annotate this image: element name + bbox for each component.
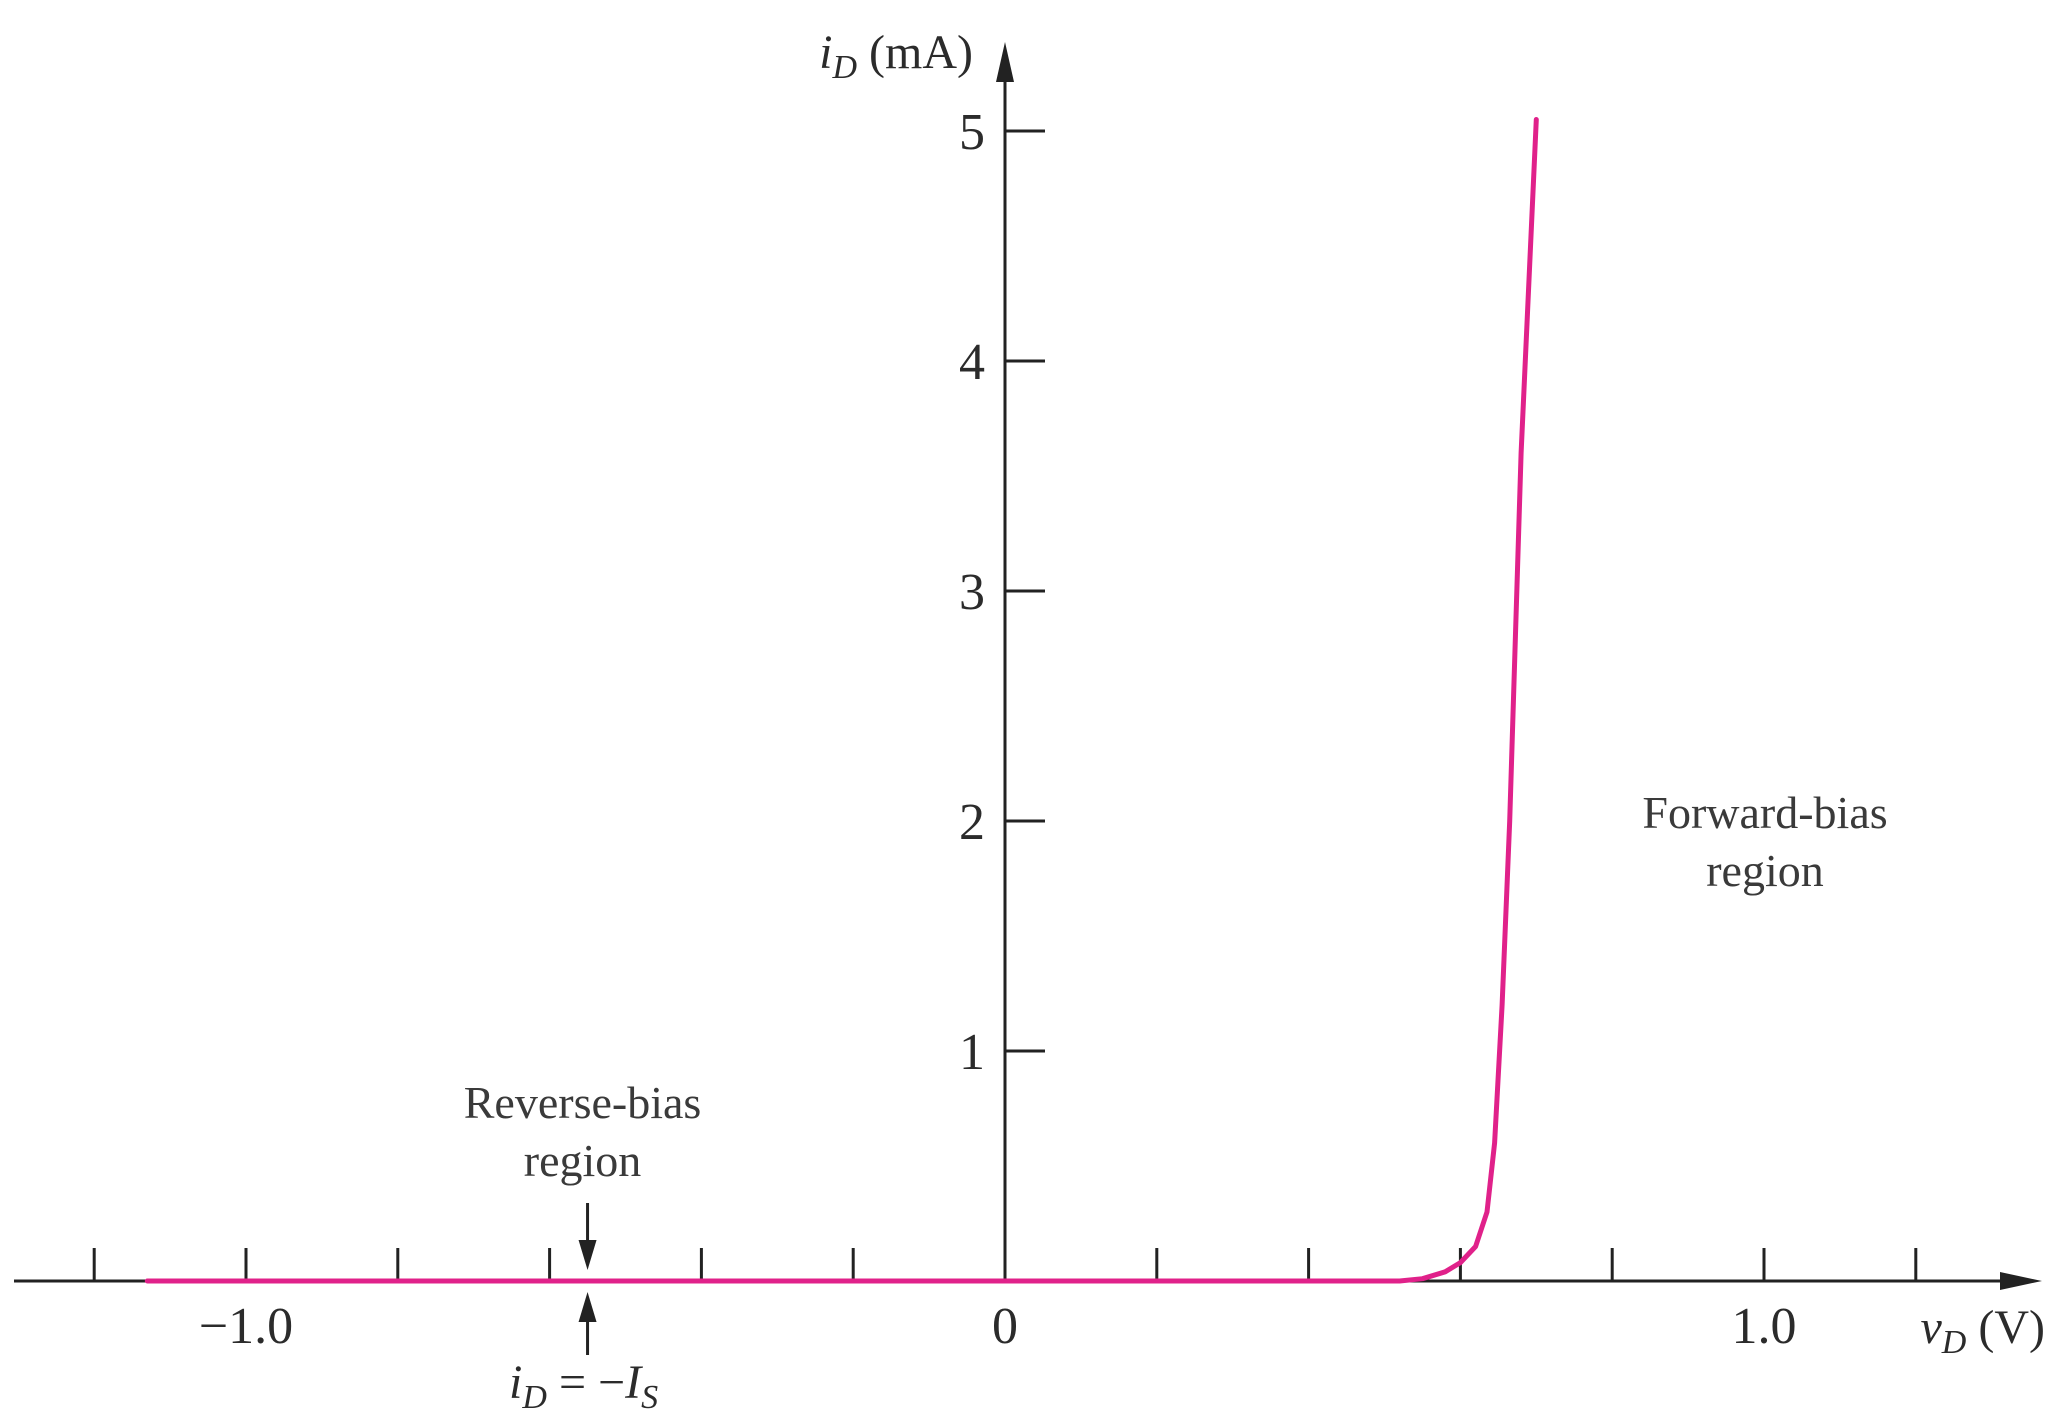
- x-tick-label-2: 1.0: [1732, 1298, 1797, 1355]
- x-tick-label-1: 0: [992, 1298, 1018, 1355]
- y-axis-label-unit: [857, 26, 869, 79]
- y-axis-label-symbol: i: [819, 26, 832, 79]
- y-tick-label-0: 1: [959, 1024, 985, 1081]
- down-arrow-icon: [578, 1240, 597, 1270]
- y-tick-labels: 1 2 3 4 5: [959, 104, 985, 1081]
- x-axis-label-symbol: v: [1920, 1301, 1942, 1354]
- up-arrow-icon: [578, 1292, 597, 1322]
- forward-bias-label-line2: region: [1706, 845, 1824, 896]
- y-tick-label-4: 5: [959, 104, 985, 161]
- forward-bias-annotation: Forward-bias region: [1642, 787, 1887, 896]
- x-axis-label: vD (V): [1920, 1301, 2045, 1361]
- x-axis-label-gap: [1966, 1301, 1978, 1354]
- sat-lhs-subscript: D: [521, 1379, 547, 1416]
- sat-lhs-symbol: i: [509, 1356, 522, 1409]
- y-tick-label-1: 2: [959, 794, 985, 851]
- sat-equals: = −: [547, 1356, 625, 1409]
- saturation-current-label: iD = −IS: [509, 1356, 658, 1416]
- axes: [14, 42, 2042, 1290]
- x-tick-labels: −1.0 0 1.0: [199, 1298, 1797, 1355]
- diode-curve: [144, 117, 1539, 1284]
- y-ticks: [1005, 129, 1045, 1053]
- y-tick-label-3: 4: [959, 334, 985, 391]
- forward-bias-label-line1: Forward-bias: [1642, 787, 1887, 838]
- x-ticks: [92, 1248, 1918, 1281]
- y-axis-label-subscript: D: [831, 49, 857, 86]
- y-axis-arrow: [996, 42, 1014, 82]
- x-axis-arrow: [2000, 1272, 2042, 1290]
- sat-rhs-symbol: I: [624, 1356, 643, 1409]
- y-axis-label-unit-text: (mA): [869, 26, 973, 79]
- x-tick-label-0: −1.0: [199, 1298, 293, 1355]
- reverse-bias-label-line1: Reverse-bias: [464, 1077, 702, 1128]
- reverse-bias-label-line2: region: [524, 1135, 642, 1186]
- reverse-bias-annotation: Reverse-bias region iD = −IS: [464, 1077, 702, 1416]
- sat-rhs-subscript: S: [641, 1379, 658, 1416]
- y-tick-label-2: 3: [959, 564, 985, 621]
- y-axis-label: iD (mA): [819, 26, 973, 86]
- x-axis-label-subscript: D: [1941, 1324, 1967, 1361]
- x-axis-label-unit: (V): [1978, 1301, 2045, 1354]
